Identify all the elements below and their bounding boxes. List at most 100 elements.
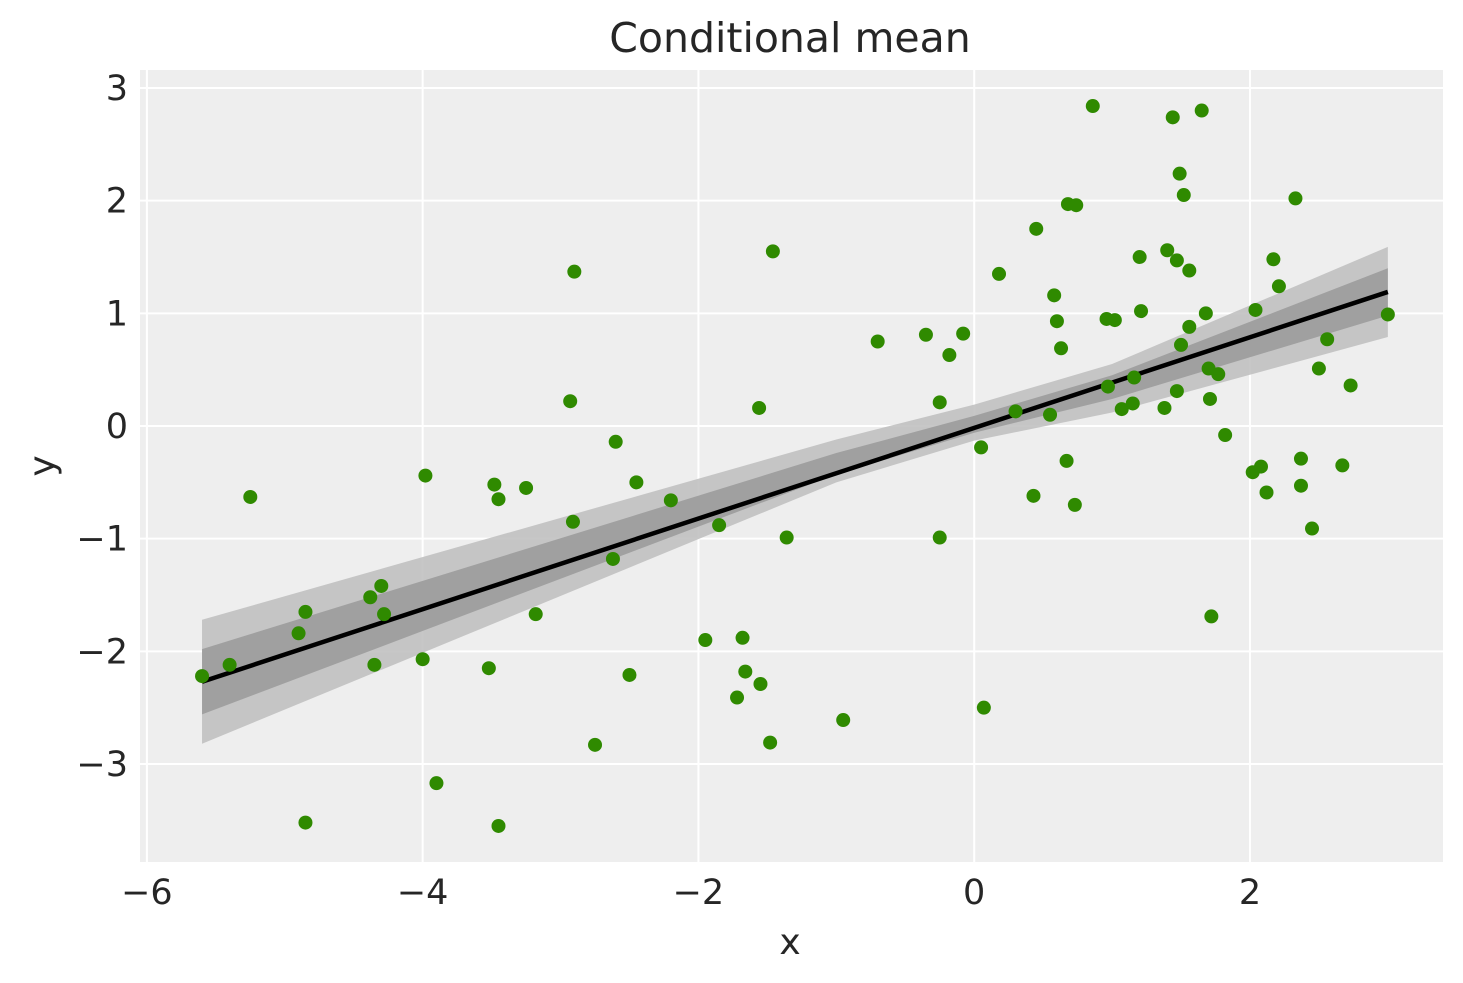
data-point bbox=[222, 657, 237, 672]
data-point bbox=[1114, 402, 1129, 417]
data-point bbox=[629, 475, 644, 490]
data-point bbox=[1169, 253, 1184, 268]
data-point bbox=[712, 518, 727, 533]
data-point bbox=[429, 776, 444, 791]
data-point bbox=[1067, 497, 1082, 512]
data-point bbox=[1293, 478, 1308, 493]
data-point bbox=[1069, 198, 1084, 213]
data-point bbox=[243, 489, 258, 504]
data-point bbox=[195, 669, 210, 684]
y-tick-label: 0 bbox=[106, 407, 128, 447]
data-point bbox=[1182, 263, 1197, 278]
data-point bbox=[992, 266, 1007, 281]
data-point bbox=[1176, 188, 1191, 203]
data-point bbox=[1169, 384, 1184, 399]
data-point bbox=[942, 348, 957, 363]
mean-line bbox=[201, 289, 1389, 684]
data-point bbox=[918, 327, 933, 342]
data-point bbox=[1343, 378, 1358, 393]
data-point bbox=[976, 700, 991, 715]
data-point bbox=[1172, 166, 1187, 181]
data-point bbox=[932, 395, 947, 410]
x-tick-label: −6 bbox=[121, 873, 173, 913]
y-tick-label: 3 bbox=[106, 69, 128, 109]
data-point bbox=[1043, 407, 1058, 422]
data-point bbox=[374, 578, 389, 593]
data-point bbox=[1134, 304, 1149, 319]
data-point bbox=[481, 661, 496, 676]
x-tick-label: −4 bbox=[397, 873, 449, 913]
x-tick-label: 0 bbox=[963, 873, 985, 913]
data-point bbox=[1380, 307, 1395, 322]
data-point bbox=[1311, 361, 1326, 376]
data-point bbox=[932, 530, 947, 545]
data-point bbox=[1305, 521, 1320, 536]
data-point bbox=[765, 244, 780, 259]
data-point bbox=[956, 326, 971, 341]
data-point bbox=[291, 626, 306, 641]
data-point bbox=[698, 633, 713, 648]
data-point bbox=[1132, 250, 1147, 265]
data-point bbox=[528, 607, 543, 622]
data-point bbox=[1125, 396, 1140, 411]
data-point bbox=[1320, 332, 1335, 347]
data-point bbox=[753, 676, 768, 691]
data-point bbox=[418, 468, 433, 483]
x-tick-label: 2 bbox=[1239, 873, 1261, 913]
data-point bbox=[608, 434, 623, 449]
data-point bbox=[363, 590, 378, 605]
data-point bbox=[298, 604, 313, 619]
data-point bbox=[1253, 459, 1268, 474]
data-point bbox=[779, 530, 794, 545]
y-tick-label: −1 bbox=[76, 520, 128, 560]
y-tick-label: 1 bbox=[106, 294, 128, 334]
outer-credible-band bbox=[202, 246, 1388, 744]
data-point bbox=[730, 690, 745, 705]
data-point bbox=[738, 664, 753, 679]
x-axis-label: x bbox=[779, 922, 800, 963]
data-point bbox=[663, 493, 678, 508]
data-point bbox=[1049, 314, 1064, 329]
data-point bbox=[1054, 341, 1069, 356]
data-point bbox=[836, 713, 851, 728]
data-point bbox=[1008, 404, 1023, 419]
data-point bbox=[1211, 367, 1226, 382]
y-tick-label: 2 bbox=[106, 182, 128, 222]
data-point bbox=[1157, 400, 1172, 415]
data-point bbox=[367, 657, 382, 672]
data-point bbox=[1218, 428, 1233, 443]
data-point bbox=[1259, 485, 1274, 500]
data-point bbox=[1248, 302, 1263, 317]
data-point bbox=[870, 334, 885, 349]
data-point bbox=[1160, 243, 1175, 258]
data-point bbox=[974, 440, 989, 455]
data-point bbox=[1165, 110, 1180, 125]
data-point bbox=[1026, 488, 1041, 503]
data-point bbox=[491, 492, 506, 507]
data-point bbox=[1271, 279, 1286, 294]
data-point bbox=[1288, 191, 1303, 206]
data-point bbox=[491, 818, 506, 833]
data-point bbox=[1335, 458, 1350, 473]
data-point bbox=[1100, 379, 1115, 394]
data-points bbox=[195, 99, 1395, 833]
data-point bbox=[519, 480, 534, 495]
data-point bbox=[1059, 453, 1074, 468]
y-tick-labels: −3 −2 −1 0 1 2 3 bbox=[76, 69, 128, 785]
data-point bbox=[1202, 391, 1217, 406]
data-point bbox=[763, 735, 778, 750]
data-point bbox=[1127, 370, 1142, 385]
data-point bbox=[1198, 306, 1213, 321]
data-point bbox=[298, 815, 313, 830]
data-point bbox=[565, 514, 580, 529]
data-point bbox=[1174, 337, 1189, 352]
data-point bbox=[1085, 99, 1100, 114]
x-tick-labels: −6 −4 −2 0 2 bbox=[121, 873, 1261, 913]
data-point bbox=[735, 630, 750, 645]
data-point bbox=[487, 477, 502, 492]
data-point bbox=[377, 607, 392, 622]
data-point bbox=[1194, 103, 1209, 118]
data-point bbox=[1293, 451, 1308, 466]
mean-line-layer bbox=[201, 289, 1389, 684]
